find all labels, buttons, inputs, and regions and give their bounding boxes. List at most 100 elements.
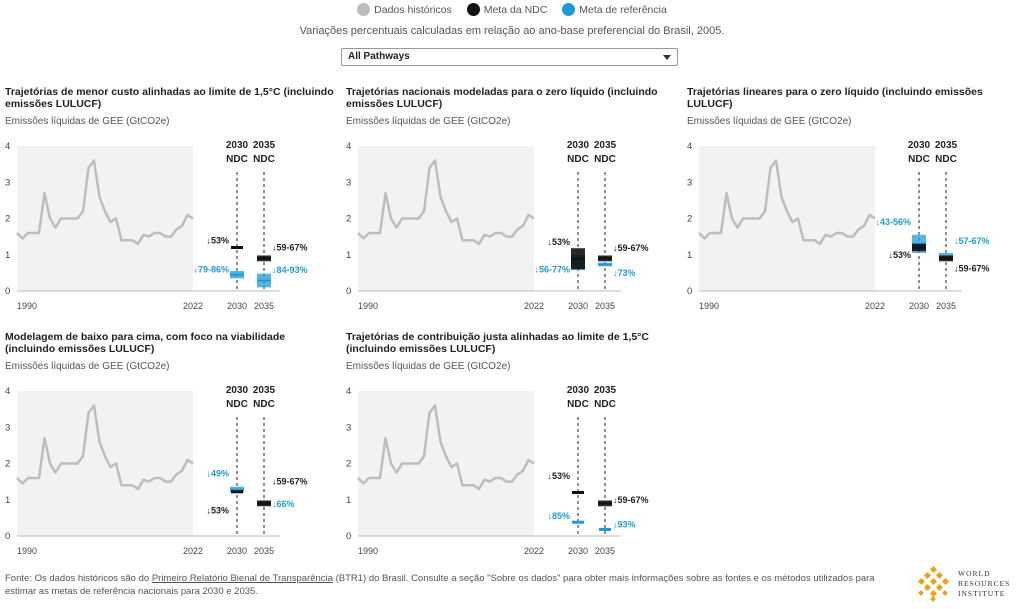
ndc-header-label: NDC — [226, 154, 248, 165]
wri-line-3: INSTITUTE — [958, 589, 1006, 598]
historical-emissions-line — [698, 159, 876, 246]
legend-label-ndc: Meta da NDC — [483, 3, 548, 16]
ndc-header-label: NDC — [594, 399, 616, 410]
wri-logo[interactable]: WORLD RESOURCES INSTITUTE — [914, 565, 1024, 604]
panel-chart: 0 1 2 3 4 1990 2022 2030 2035 2030 NDC 2035 NDC ↓43-5… — [687, 140, 990, 311]
reference-change-label: ↓79-86% — [193, 264, 229, 274]
wri-line-2: RESOURCES — [958, 579, 1011, 588]
ndc-header-year: 2030 — [567, 140, 590, 151]
panel-title: Trajetórias de contribuição justa alinha… — [346, 331, 649, 355]
historical-emissions-line — [16, 159, 194, 246]
reference-change-label: ↓66% — [272, 499, 295, 509]
x-tick-label: 2022 — [524, 546, 544, 556]
x-tick-label: 2035 — [254, 301, 274, 311]
x-tick-label: 2030 — [909, 301, 929, 311]
y-tick-label: 2 — [346, 214, 351, 225]
history-shade — [17, 146, 193, 291]
ndc-change-label: ↓53% — [888, 250, 911, 260]
ndc-header-year: 2035 — [253, 140, 276, 151]
x-tick-label: 2030 — [568, 546, 588, 556]
historical-emissions-line — [357, 159, 535, 246]
panel-bottom-up: Modelagem de baixo para cima, com foco n… — [5, 331, 335, 566]
x-tick-label: 2035 — [595, 546, 615, 556]
x-tick-label: 2035 — [254, 546, 274, 556]
y-tick-label: 3 — [687, 177, 692, 188]
legend-item-historical[interactable]: Dados históricos — [357, 3, 452, 16]
reference-change-label: ↓43-56% — [875, 217, 911, 227]
legend-label-historical: Dados históricos — [374, 3, 452, 16]
reference-change-label: ↓93% — [613, 519, 636, 529]
y-tick-label: 1 — [687, 250, 692, 261]
ndc-header-year: 2035 — [594, 385, 617, 396]
x-tick-label: 1990 — [699, 301, 719, 311]
ndc-change-label: ↓53% — [206, 506, 229, 516]
reference-change-label: ↓73% — [613, 268, 636, 278]
panel-ylabel: Emissões líquidas de GEE (GtCO2e) — [5, 361, 170, 372]
ndc-change-label: ↓59-67% — [613, 243, 649, 253]
panel-ylabel: Emissões líquidas de GEE (GtCO2e) — [346, 361, 511, 372]
y-tick-label: 3 — [5, 177, 10, 188]
legend-label-reference: Meta de referência — [579, 3, 667, 16]
y-tick-label: 0 — [5, 286, 10, 297]
ndc-header-label: NDC — [253, 399, 275, 410]
x-tick-label: 2022 — [524, 301, 544, 311]
x-tick-label: 2022 — [183, 546, 203, 556]
legend-swatch-historical — [357, 3, 371, 16]
chevron-down-icon — [663, 55, 671, 60]
y-tick-label: 1 — [5, 250, 10, 261]
wri-wordmark: WORLD RESOURCES INSTITUTE — [958, 569, 1010, 599]
y-tick-label: 2 — [346, 459, 351, 470]
y-tick-label: 1 — [346, 495, 351, 506]
reference-change-label: ↓57-67% — [954, 236, 990, 246]
legend-swatch-ndc — [466, 3, 480, 16]
legend-item-ndc[interactable]: Meta da NDC — [466, 3, 548, 16]
x-tick-label: 2035 — [936, 301, 956, 311]
x-tick-label: 1990 — [358, 546, 378, 556]
ndc-change-label: ↓59-67% — [613, 495, 649, 505]
ndc-target-2030 — [572, 491, 584, 494]
ndc-header-label: NDC — [594, 154, 616, 165]
y-tick-label: 0 — [346, 286, 351, 297]
ndc-change-label: ↓59-67% — [954, 264, 990, 274]
y-tick-label: 2 — [5, 459, 10, 470]
ndc-header-year: 2030 — [226, 385, 249, 396]
panel-title: Trajetórias lineares para o zero líquido… — [687, 86, 983, 110]
y-tick-label: 4 — [687, 141, 692, 152]
x-tick-label: 1990 — [17, 301, 37, 311]
reference-change-label: ↓49% — [206, 469, 229, 479]
x-tick-label: 2022 — [183, 301, 203, 311]
ndc-header-year: 2030 — [567, 385, 590, 396]
panel-national-netzero: Trajetórias nacionais modeladas para o z… — [346, 86, 676, 321]
x-tick-label: 1990 — [358, 301, 378, 311]
legend-item-reference[interactable]: Meta de referência — [562, 3, 667, 16]
ndc-header-label: NDC — [567, 399, 589, 410]
ndc-target-2030 — [231, 490, 243, 494]
chart-subtitle: Variações percentuais calculadas em rela… — [299, 25, 725, 37]
btr1-link[interactable]: Primeiro Relatório Bienal de Transparênc… — [151, 573, 333, 584]
ndc-change-label: ↓59-67% — [272, 477, 308, 487]
ndc-header-year: 2035 — [253, 385, 276, 396]
ndc-change-label: ↓53% — [547, 237, 570, 247]
panel-title: Modelagem de baixo para cima, com foco n… — [5, 331, 286, 355]
panel-chart: 0 1 2 3 4 1990 2022 2030 2035 2030 NDC 2035 NDC ↓53% ↓… — [5, 140, 308, 311]
panel-linear-netzero: Trajetórias lineares para o zero líquido… — [687, 86, 1017, 321]
chart-legend: Dados históricos Meta da NDC Meta de ref… — [0, 3, 1024, 19]
ndc-header-label: NDC — [226, 399, 248, 410]
panel-ylabel: Emissões líquidas de GEE (GtCO2e) — [346, 116, 511, 127]
panel-ylabel: Emissões líquidas de GEE (GtCO2e) — [5, 116, 170, 127]
ndc-change-label: ↓53% — [206, 235, 229, 245]
x-tick-label: 2030 — [227, 301, 247, 311]
x-tick-label: 2030 — [227, 546, 247, 556]
ndc-header-label: NDC — [935, 154, 957, 165]
history-shade — [17, 391, 193, 536]
y-tick-label: 3 — [346, 177, 351, 188]
y-tick-label: 1 — [346, 250, 351, 261]
ndc-header-label: NDC — [567, 154, 589, 165]
y-tick-label: 1 — [5, 495, 10, 506]
pathway-select[interactable]: All Pathways — [341, 48, 678, 66]
ndc-target-2030 — [231, 246, 243, 249]
ndc-header-label: NDC — [253, 154, 275, 165]
ndc-header-year: 2030 — [226, 140, 249, 151]
source-note: Fonte: Os dados históricos são do Primei… — [5, 572, 905, 598]
panel-chart: 0 1 2 3 4 1990 2022 2030 2035 2030 NDC 2035 NDC ↓49% ↓… — [5, 385, 308, 556]
